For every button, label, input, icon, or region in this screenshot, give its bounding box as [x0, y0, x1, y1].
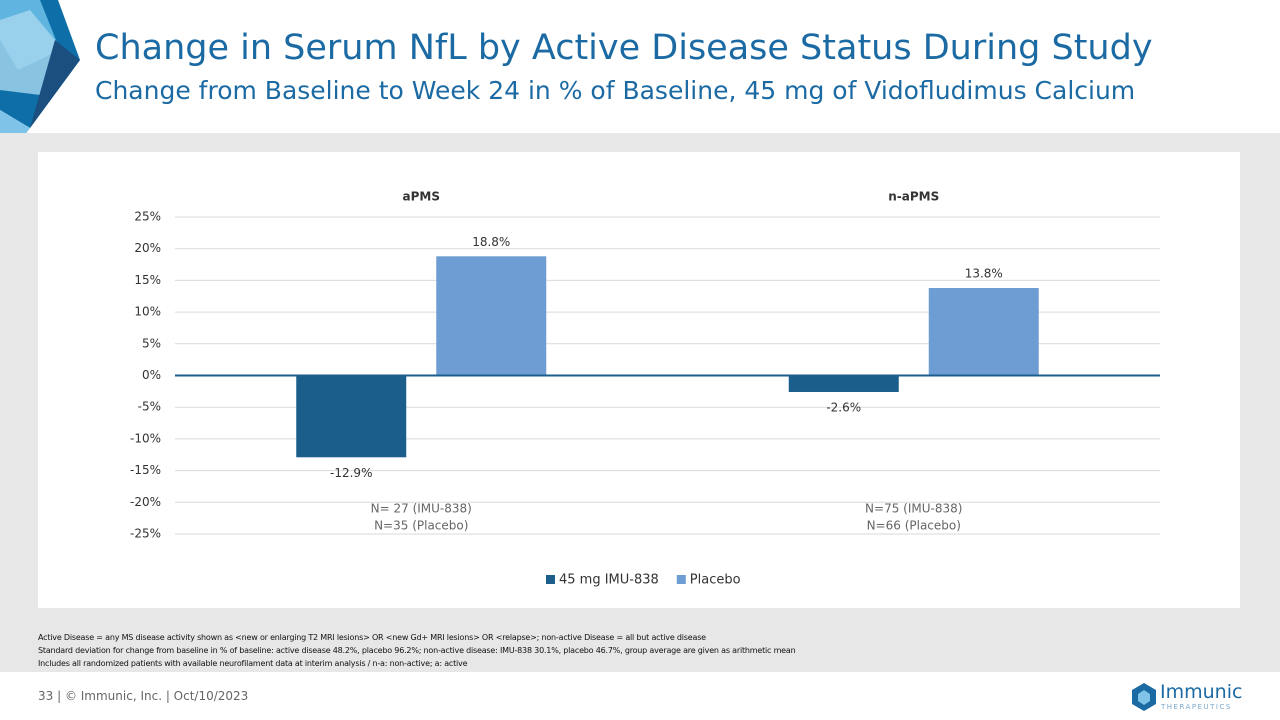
footnote: Active Disease = any MS disease activity… — [38, 633, 706, 642]
bar — [436, 256, 547, 376]
group-note: N=66 (Placebo) — [867, 519, 961, 533]
y-tick-label: 15% — [134, 273, 161, 287]
legend-label: Placebo — [690, 573, 741, 588]
y-tick-label: 0% — [142, 368, 161, 382]
y-tick-label: 20% — [134, 241, 161, 255]
logo-icon — [1132, 683, 1156, 711]
subtitle: Change from Baseline to Week 24 in % of … — [95, 76, 1136, 105]
y-tick-label: -15% — [130, 463, 161, 477]
y-tick-label: 25% — [134, 210, 161, 224]
chart-box — [38, 152, 1240, 608]
group-note: N=35 (Placebo) — [374, 519, 468, 533]
legend-label: 45 mg IMU-838 — [559, 573, 659, 588]
bar — [788, 375, 899, 392]
category-label: aPMS — [403, 190, 440, 204]
title: Change in Serum NfL by Active Disease St… — [95, 28, 1153, 68]
footnote: Includes all randomized patients with av… — [38, 659, 468, 668]
legend-swatch — [676, 575, 686, 584]
bar — [296, 375, 407, 458]
y-tick-label: 10% — [134, 305, 161, 319]
bar — [928, 288, 1039, 376]
value-label: -2.6% — [826, 400, 861, 414]
decoration — [0, 0, 80, 170]
group-note: N= 27 (IMU-838) — [371, 502, 472, 516]
value-label: 18.8% — [472, 235, 510, 249]
value-label: -12.9% — [330, 466, 372, 480]
y-tick-label: 5% — [142, 336, 161, 350]
logo-tagline: THERAPEUTICS — [1161, 703, 1232, 711]
legend-swatch — [546, 575, 555, 584]
logo-name: Immunic — [1160, 681, 1243, 703]
category-label: n-aPMS — [888, 190, 939, 204]
footer: 33 | © Immunic, Inc. | Oct/10/2023 — [38, 689, 249, 703]
group-note: N=75 (IMU-838) — [865, 502, 962, 516]
y-tick-label: -10% — [130, 431, 161, 445]
y-tick-label: -20% — [130, 495, 161, 509]
y-tick-label: -5% — [138, 400, 161, 414]
footnote: Standard deviation for change from basel… — [38, 646, 796, 655]
value-label: 13.8% — [965, 267, 1003, 281]
y-tick-label: -25% — [130, 527, 161, 541]
